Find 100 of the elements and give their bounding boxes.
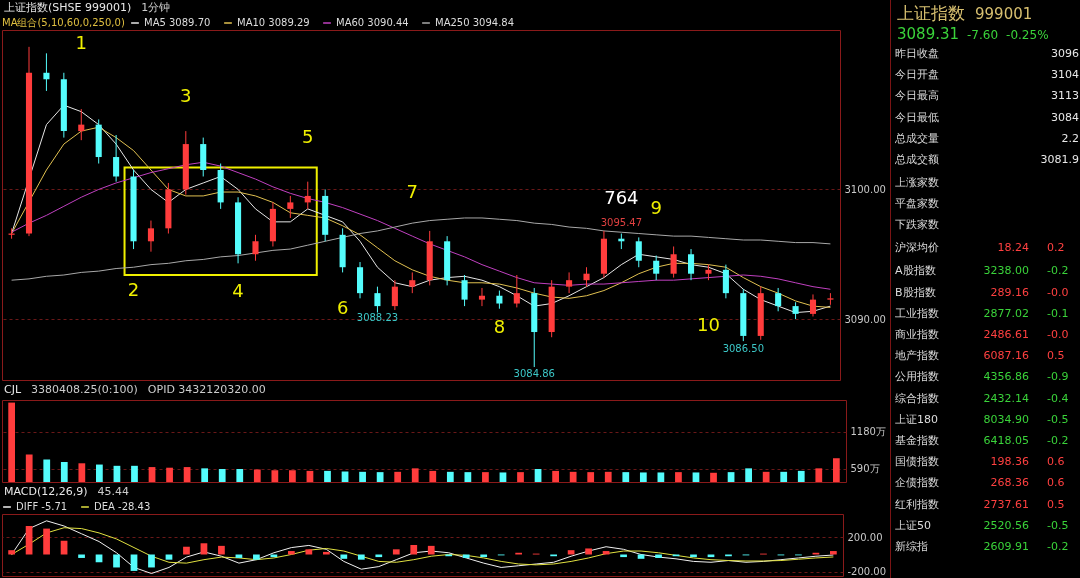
text: -0.5 — [1047, 411, 1069, 428]
legend-title: MA组合(5,10,60,0,250,0) — [2, 17, 125, 28]
candlestick — [635, 236, 642, 268]
bar — [690, 554, 697, 558]
text: 公用指数 — [895, 369, 939, 386]
annotation: 4 — [232, 279, 244, 301]
text: 国债指数 — [895, 454, 939, 471]
bar — [462, 554, 470, 558]
annotation: 8 — [493, 316, 506, 338]
bar — [148, 554, 155, 568]
bar — [95, 554, 103, 563]
text: 企债指数 — [895, 475, 939, 492]
candlestick — [687, 248, 695, 281]
text: -0.5 — [1047, 517, 1069, 534]
bar — [340, 554, 348, 559]
text: 3089.31 — [897, 25, 960, 43]
text: 2.2 — [1061, 130, 1079, 147]
annotation: 6 — [336, 296, 349, 318]
candlestick — [252, 234, 259, 262]
y-tick-label: 590万 — [850, 463, 880, 475]
text: 198.36 — [989, 454, 1029, 471]
candlestick — [722, 264, 729, 299]
text: 6418.05 — [982, 433, 1029, 449]
text: 0.5 — [1047, 496, 1065, 513]
text: 0.5 — [1047, 348, 1065, 365]
chart-title: 上证指数(SHSE 999001) — [4, 1, 132, 14]
bar — [392, 549, 400, 555]
bar — [8, 550, 15, 555]
text: 平盘家数 — [895, 196, 939, 213]
text: -0.2 — [1047, 433, 1069, 449]
candlestick — [391, 279, 398, 311]
annotation: 9 — [650, 196, 662, 218]
text: 2609.91 — [982, 539, 1029, 555]
bar — [410, 545, 418, 555]
candlestick — [775, 287, 782, 312]
text: -0.4 — [1047, 390, 1069, 407]
candlestick — [374, 286, 381, 314]
text: 2737.61 — [982, 496, 1029, 513]
bar — [357, 554, 365, 560]
annotation: 7 — [406, 181, 419, 203]
bar — [235, 554, 243, 558]
bar — [78, 554, 85, 558]
annotation: 764 — [604, 186, 639, 208]
candlestick — [78, 108, 85, 141]
text: 工业指数 — [895, 305, 939, 322]
candlestick — [43, 52, 50, 92]
annotation: 3095.47 — [600, 217, 643, 229]
text: 8034.90 — [982, 411, 1029, 428]
candlestick — [147, 220, 155, 253]
text: 0.6 — [1047, 454, 1065, 471]
bar — [585, 548, 592, 555]
bar — [830, 551, 837, 555]
text: 2486.61 — [982, 327, 1029, 343]
text: 3084 — [1051, 109, 1079, 126]
bar — [288, 551, 295, 555]
text: 3104 — [1051, 67, 1079, 84]
text: 综合指数 — [895, 390, 939, 407]
annotation: 1 — [75, 32, 87, 54]
bar — [637, 554, 645, 559]
text: -0.2 — [1047, 539, 1069, 555]
bar — [218, 545, 225, 555]
legend-label: MA5 3089.70 — [144, 17, 211, 28]
candlestick — [653, 255, 660, 281]
y-tick-label: 1180万 — [850, 426, 886, 438]
text: 2877.02 — [982, 305, 1029, 322]
annotation: 3084.86 — [513, 367, 555, 379]
bar — [620, 554, 627, 558]
text: 地产指数 — [895, 348, 939, 365]
text: 3096 — [1051, 46, 1079, 62]
candlestick — [478, 287, 486, 307]
text: A股指数 — [895, 263, 936, 280]
candlestick — [287, 195, 294, 219]
text: 红利指数 — [895, 496, 939, 513]
bar — [655, 554, 662, 558]
bar — [165, 554, 173, 560]
candlestick — [496, 290, 503, 310]
bar — [183, 546, 190, 555]
y-tick-label: 200.00 — [847, 531, 883, 543]
bar — [375, 554, 383, 558]
text: -0.1 — [1047, 305, 1069, 322]
text: 0.6 — [1047, 475, 1065, 492]
text: 2520.56 — [982, 517, 1029, 534]
text: -0.9 — [1047, 369, 1069, 386]
text: 268.36 — [989, 475, 1029, 492]
text: 商业指数 — [895, 327, 939, 343]
y-tick-label: -200.00 — [847, 566, 887, 578]
candlestick — [304, 181, 311, 210]
text: OPID 3432120320.00 — [147, 383, 266, 396]
text: -0.25% — [1006, 28, 1049, 42]
bar — [253, 554, 260, 560]
text: -7.60 — [967, 28, 999, 42]
candlestick — [583, 266, 590, 288]
chart-title: CJL — [4, 383, 22, 396]
text: 上证50 — [895, 517, 931, 534]
text: 总成交额 — [895, 152, 939, 168]
chart-title: MACD(12,26,9) — [4, 485, 88, 498]
text: 4356.86 — [982, 369, 1029, 386]
text: -0.0 — [1047, 327, 1069, 343]
line-series — [11, 520, 834, 574]
line-series — [11, 527, 834, 566]
